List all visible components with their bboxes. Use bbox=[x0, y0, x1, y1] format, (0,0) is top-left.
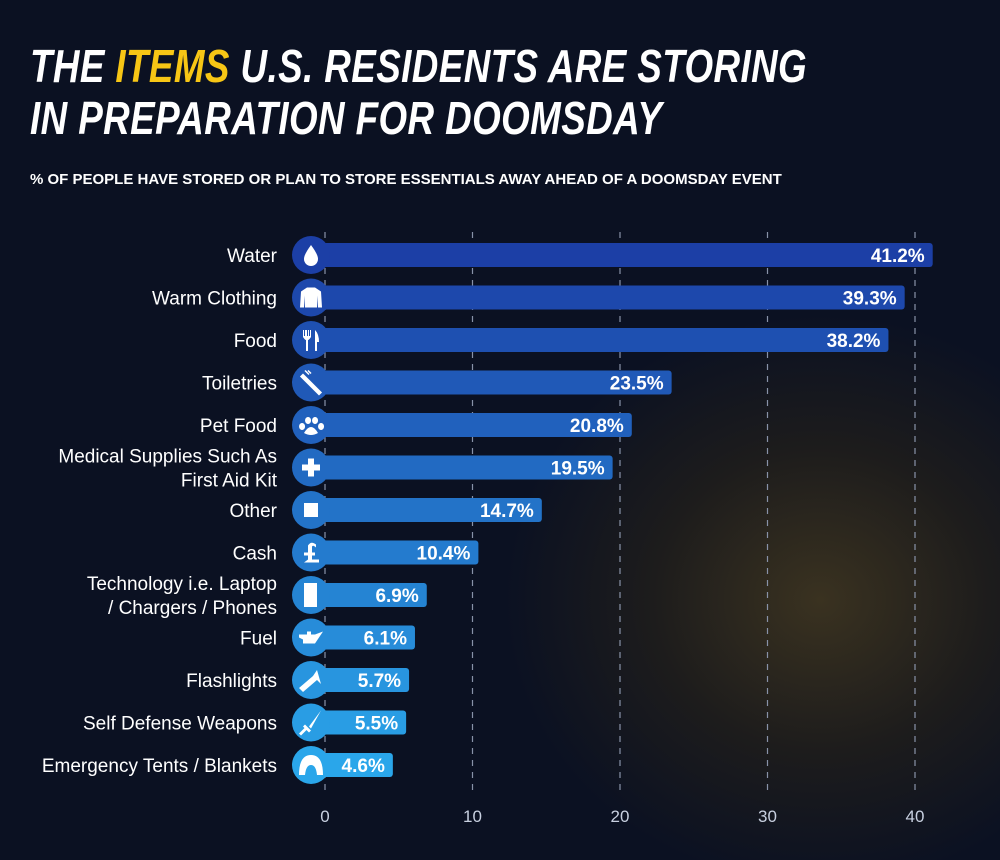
x-tick-label: 10 bbox=[463, 807, 482, 826]
bar-row: 38.2% Food bbox=[234, 321, 889, 359]
icon-circle bbox=[292, 406, 330, 444]
sweater-icon bbox=[300, 287, 322, 308]
value-label: 20.8% bbox=[570, 416, 624, 437]
fork-knife-icon bbox=[303, 330, 319, 351]
category-label: Warm Clothing bbox=[152, 289, 277, 310]
paw-icon bbox=[299, 417, 325, 435]
bar bbox=[315, 370, 672, 395]
square-icon bbox=[304, 503, 318, 517]
category-label: Emergency Tents / Blankets bbox=[42, 756, 277, 777]
title-line2: IN PREPARATION FOR DOOMSDAY bbox=[30, 92, 663, 144]
value-label: 14.7% bbox=[480, 501, 534, 522]
category-label: Food bbox=[234, 331, 277, 352]
category-label: Flashlights bbox=[186, 671, 277, 692]
bar bbox=[315, 498, 542, 522]
category-label: Technology i.e. Laptop bbox=[87, 574, 277, 595]
title-part: THE bbox=[30, 40, 116, 92]
value-label: 23.5% bbox=[610, 374, 664, 395]
water-drop-icon bbox=[304, 245, 318, 266]
category-label: Self Defense Weapons bbox=[83, 714, 277, 735]
bar bbox=[315, 625, 415, 650]
bar-row: 4.6% Emergency Tents / Blankets bbox=[42, 746, 393, 784]
phone-icon bbox=[304, 583, 317, 607]
bar bbox=[315, 540, 479, 565]
title-part: U.S. RESIDENTS ARE STORING bbox=[229, 40, 808, 92]
value-label: 5.5% bbox=[355, 714, 398, 735]
chart-title: THE ITEMS U.S. RESIDENTS ARE STORING IN … bbox=[30, 40, 807, 144]
category-label: Medical Supplies Such As bbox=[58, 447, 277, 468]
bar bbox=[315, 243, 933, 267]
bar bbox=[315, 328, 889, 352]
bar bbox=[315, 455, 613, 480]
category-label: / Chargers / Phones bbox=[108, 598, 277, 619]
category-label: First Aid Kit bbox=[181, 471, 278, 492]
value-label: 39.3% bbox=[843, 289, 897, 310]
icon-circle bbox=[292, 703, 330, 742]
x-tick-label: 0 bbox=[320, 807, 329, 826]
bar-row: 14.7% Other bbox=[229, 491, 542, 529]
tent-icon bbox=[299, 755, 323, 775]
value-label: 6.9% bbox=[375, 586, 418, 607]
flashlight-icon bbox=[299, 670, 321, 692]
value-label: 6.1% bbox=[364, 629, 407, 650]
chart-subtitle: % OF PEOPLE HAVE STORED OR PLAN TO STORE… bbox=[30, 171, 782, 188]
category-label: Water bbox=[227, 246, 278, 267]
pound-icon bbox=[304, 542, 319, 563]
bar-row: 39.3% Warm Clothing bbox=[152, 278, 905, 317]
x-tick-label: 20 bbox=[611, 807, 630, 826]
category-label: Cash bbox=[233, 544, 277, 565]
toothbrush-icon bbox=[299, 369, 323, 396]
category-label: Fuel bbox=[240, 629, 277, 650]
bar-row: 19.5% Medical Supplies Such As First Aid K… bbox=[58, 447, 613, 492]
x-tick-label: 40 bbox=[906, 807, 925, 826]
category-label: Other bbox=[229, 501, 277, 522]
sword-icon bbox=[299, 710, 321, 736]
bar-row: 6.9% Technology i.e. Laptop / Chargers / P… bbox=[87, 574, 427, 619]
value-label: 10.4% bbox=[417, 544, 471, 565]
value-label: 38.2% bbox=[827, 331, 881, 352]
bar-row: 5.7% Flashlights bbox=[186, 661, 410, 699]
medical-cross-icon bbox=[302, 458, 320, 477]
bar-row: 23.5% Toiletries bbox=[202, 363, 672, 402]
value-label: 5.7% bbox=[358, 671, 401, 692]
category-label: Toiletries bbox=[202, 374, 277, 395]
bar bbox=[315, 285, 905, 310]
bar bbox=[315, 413, 632, 437]
value-label: 4.6% bbox=[342, 756, 385, 777]
x-tick-label: 30 bbox=[758, 807, 777, 826]
icon-circle bbox=[292, 321, 330, 359]
value-label: 19.5% bbox=[551, 459, 605, 480]
bar-row: 20.8% Pet Food bbox=[200, 406, 632, 444]
bar-row: 6.1% Fuel bbox=[240, 618, 415, 657]
bar bbox=[315, 753, 393, 777]
title-highlight: ITEMS bbox=[115, 40, 230, 92]
bar bbox=[315, 710, 407, 735]
oil-can-icon bbox=[299, 631, 323, 644]
bar bbox=[315, 583, 427, 607]
bar-row: 10.4% Cash bbox=[233, 533, 479, 572]
bar-row: 41.2% Water bbox=[227, 236, 933, 274]
bar bbox=[315, 668, 410, 692]
value-label: 41.2% bbox=[871, 246, 925, 267]
bar-row: 5.5% Self Defense Weapons bbox=[83, 703, 407, 742]
category-label: Pet Food bbox=[200, 416, 277, 437]
